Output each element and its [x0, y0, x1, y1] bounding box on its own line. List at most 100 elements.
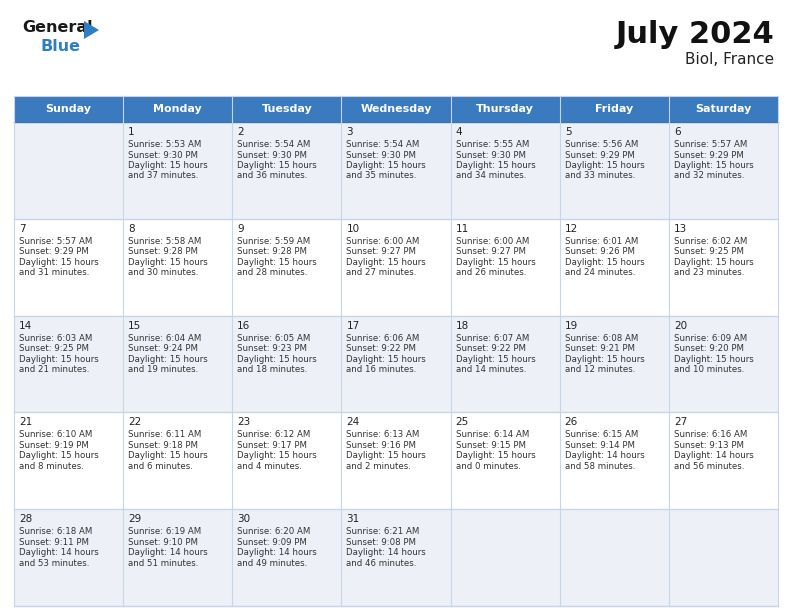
Text: and 49 minutes.: and 49 minutes.: [238, 559, 307, 568]
Text: Sunset: 9:29 PM: Sunset: 9:29 PM: [674, 151, 744, 160]
Bar: [14, 509, 123, 606]
Text: Sunset: 9:13 PM: Sunset: 9:13 PM: [674, 441, 744, 450]
Text: Sunday: Sunday: [46, 104, 92, 114]
Bar: [451, 122, 560, 219]
Text: and 35 minutes.: and 35 minutes.: [346, 171, 417, 181]
Text: and 37 minutes.: and 37 minutes.: [128, 171, 199, 181]
Text: and 56 minutes.: and 56 minutes.: [674, 462, 744, 471]
Bar: [123, 122, 232, 219]
Text: Sunset: 9:17 PM: Sunset: 9:17 PM: [238, 441, 307, 450]
Bar: [14, 219, 123, 316]
Text: 25: 25: [455, 417, 469, 427]
Text: General: General: [22, 20, 93, 35]
Text: Daylight: 15 hours: Daylight: 15 hours: [19, 354, 99, 364]
Text: and 27 minutes.: and 27 minutes.: [346, 268, 417, 277]
Text: Sunrise: 6:03 AM: Sunrise: 6:03 AM: [19, 334, 93, 343]
Bar: [560, 219, 669, 316]
Text: 13: 13: [674, 224, 687, 234]
Text: Sunrise: 6:19 AM: Sunrise: 6:19 AM: [128, 527, 201, 536]
Text: and 58 minutes.: and 58 minutes.: [565, 462, 635, 471]
Text: Sunset: 9:21 PM: Sunset: 9:21 PM: [565, 344, 634, 353]
Text: and 23 minutes.: and 23 minutes.: [674, 268, 744, 277]
Text: Tuesday: Tuesday: [261, 104, 312, 114]
Text: Sunrise: 6:04 AM: Sunrise: 6:04 AM: [128, 334, 201, 343]
Text: Sunrise: 5:58 AM: Sunrise: 5:58 AM: [128, 237, 201, 246]
Bar: [232, 96, 341, 122]
Text: Saturday: Saturday: [695, 104, 752, 114]
Text: 4: 4: [455, 127, 463, 137]
Text: and 24 minutes.: and 24 minutes.: [565, 268, 635, 277]
Bar: [232, 316, 341, 412]
Text: 10: 10: [346, 224, 360, 234]
Text: Sunrise: 6:01 AM: Sunrise: 6:01 AM: [565, 237, 638, 246]
Text: and 2 minutes.: and 2 minutes.: [346, 462, 411, 471]
Text: Friday: Friday: [595, 104, 634, 114]
Text: Sunrise: 6:05 AM: Sunrise: 6:05 AM: [238, 334, 310, 343]
Text: Daylight: 14 hours: Daylight: 14 hours: [19, 548, 99, 557]
Text: Daylight: 15 hours: Daylight: 15 hours: [19, 452, 99, 460]
Text: 8: 8: [128, 224, 135, 234]
Text: Sunset: 9:22 PM: Sunset: 9:22 PM: [346, 344, 417, 353]
Bar: [123, 316, 232, 412]
Bar: [451, 509, 560, 606]
Text: Sunrise: 6:09 AM: Sunrise: 6:09 AM: [674, 334, 747, 343]
Text: Sunset: 9:30 PM: Sunset: 9:30 PM: [128, 151, 198, 160]
Text: and 16 minutes.: and 16 minutes.: [346, 365, 417, 374]
Text: and 6 minutes.: and 6 minutes.: [128, 462, 193, 471]
Text: Sunrise: 6:14 AM: Sunrise: 6:14 AM: [455, 430, 529, 439]
Text: 23: 23: [238, 417, 250, 427]
Text: Daylight: 15 hours: Daylight: 15 hours: [674, 354, 754, 364]
Bar: [341, 509, 451, 606]
Text: Sunrise: 6:20 AM: Sunrise: 6:20 AM: [238, 527, 310, 536]
Text: Sunset: 9:23 PM: Sunset: 9:23 PM: [238, 344, 307, 353]
Text: 14: 14: [19, 321, 32, 330]
Text: Sunrise: 6:13 AM: Sunrise: 6:13 AM: [346, 430, 420, 439]
Text: Daylight: 15 hours: Daylight: 15 hours: [238, 452, 317, 460]
Text: Sunrise: 5:56 AM: Sunrise: 5:56 AM: [565, 140, 638, 149]
Text: Sunset: 9:24 PM: Sunset: 9:24 PM: [128, 344, 198, 353]
Polygon shape: [84, 21, 99, 39]
Bar: [451, 316, 560, 412]
Text: Daylight: 15 hours: Daylight: 15 hours: [455, 161, 535, 170]
Bar: [341, 96, 451, 122]
Bar: [14, 316, 123, 412]
Text: Sunset: 9:09 PM: Sunset: 9:09 PM: [238, 538, 307, 547]
Text: and 34 minutes.: and 34 minutes.: [455, 171, 526, 181]
Text: and 0 minutes.: and 0 minutes.: [455, 462, 520, 471]
Text: Daylight: 15 hours: Daylight: 15 hours: [128, 452, 208, 460]
Text: and 36 minutes.: and 36 minutes.: [238, 171, 307, 181]
Text: 5: 5: [565, 127, 571, 137]
Text: and 10 minutes.: and 10 minutes.: [674, 365, 744, 374]
Text: Daylight: 15 hours: Daylight: 15 hours: [238, 161, 317, 170]
Text: Sunrise: 6:02 AM: Sunrise: 6:02 AM: [674, 237, 747, 246]
Text: Biol, France: Biol, France: [685, 52, 774, 67]
Text: Sunset: 9:20 PM: Sunset: 9:20 PM: [674, 344, 744, 353]
Text: and 14 minutes.: and 14 minutes.: [455, 365, 526, 374]
Text: 2: 2: [238, 127, 244, 137]
Text: 11: 11: [455, 224, 469, 234]
Bar: [14, 412, 123, 509]
Text: Daylight: 14 hours: Daylight: 14 hours: [238, 548, 317, 557]
Text: 29: 29: [128, 514, 142, 524]
Text: 31: 31: [346, 514, 360, 524]
Text: Daylight: 15 hours: Daylight: 15 hours: [128, 258, 208, 267]
Bar: [123, 96, 232, 122]
Text: Sunrise: 6:08 AM: Sunrise: 6:08 AM: [565, 334, 638, 343]
Text: July 2024: July 2024: [615, 20, 774, 49]
Text: Sunrise: 5:57 AM: Sunrise: 5:57 AM: [19, 237, 93, 246]
Text: and 4 minutes.: and 4 minutes.: [238, 462, 303, 471]
Text: Daylight: 14 hours: Daylight: 14 hours: [565, 452, 645, 460]
Text: Sunrise: 6:07 AM: Sunrise: 6:07 AM: [455, 334, 529, 343]
Text: Sunrise: 6:12 AM: Sunrise: 6:12 AM: [238, 430, 310, 439]
Bar: [123, 412, 232, 509]
Text: Sunrise: 6:15 AM: Sunrise: 6:15 AM: [565, 430, 638, 439]
Text: Daylight: 15 hours: Daylight: 15 hours: [238, 354, 317, 364]
Text: Daylight: 15 hours: Daylight: 15 hours: [128, 354, 208, 364]
Text: Sunrise: 6:00 AM: Sunrise: 6:00 AM: [455, 237, 529, 246]
Text: 24: 24: [346, 417, 360, 427]
Text: Sunset: 9:25 PM: Sunset: 9:25 PM: [19, 344, 89, 353]
Text: Daylight: 15 hours: Daylight: 15 hours: [455, 452, 535, 460]
Text: and 26 minutes.: and 26 minutes.: [455, 268, 526, 277]
Text: Sunrise: 6:10 AM: Sunrise: 6:10 AM: [19, 430, 93, 439]
Text: and 32 minutes.: and 32 minutes.: [674, 171, 744, 181]
